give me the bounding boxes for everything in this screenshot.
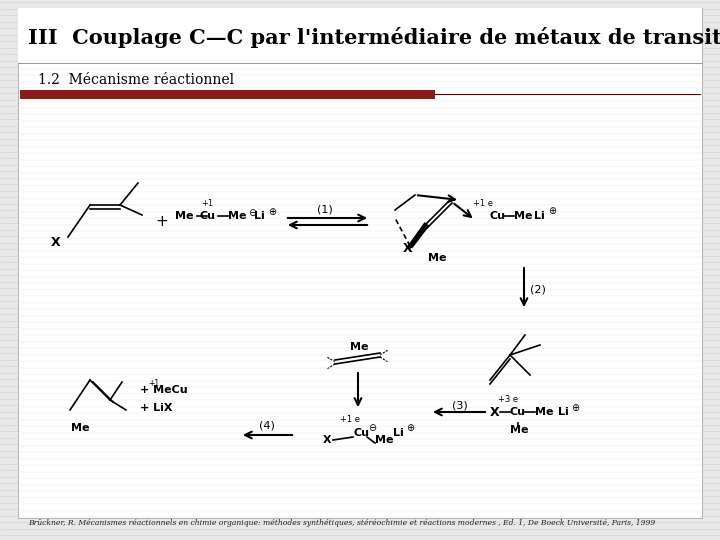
Text: III  Couplage C—C par l'intermédiaire de métaux de transition: III Couplage C—C par l'intermédiaire de … [28,28,720,49]
Text: Me: Me [428,253,446,263]
Text: (3): (3) [452,400,468,410]
Text: ⊖: ⊖ [248,208,256,218]
Text: Me: Me [535,407,554,417]
Text: 1.2  Mécanisme réactionnel: 1.2 Mécanisme réactionnel [38,73,234,87]
Text: + MeCu: + MeCu [140,385,188,395]
Text: +: + [156,214,168,230]
Bar [20,90,435,99]
Text: ⊕: ⊕ [268,207,276,217]
Text: Me: Me [175,211,194,221]
Text: + LiX: + LiX [140,403,173,413]
Text: Me: Me [350,342,369,352]
Text: Me: Me [510,425,528,435]
Text: X: X [490,406,500,419]
Text: Li: Li [534,211,545,221]
Text: Me: Me [228,211,246,221]
Text: Cu: Cu [510,407,526,417]
Text: +1: +1 [201,199,213,208]
Text: Li: Li [254,211,265,221]
Text: ⊕: ⊕ [548,206,556,216]
Text: (4): (4) [259,420,275,430]
Text: X: X [51,237,60,249]
Text: +3 e: +3 e [498,395,518,404]
Text: +1 e: +1 e [473,199,493,208]
Text: +1: +1 [148,380,159,388]
Text: Brückner, R. Mécanismes réactionnels en chimie organique: méthodes synthétiques,: Brückner, R. Mécanismes réactionnels en … [28,519,655,527]
Text: Li: Li [558,407,569,417]
Text: Cu: Cu [199,211,215,221]
Text: +1 e: +1 e [340,415,360,424]
Text: X: X [403,241,413,254]
Text: ⊖: ⊖ [368,423,376,433]
Text: (2): (2) [530,285,546,295]
Text: Me: Me [375,435,394,445]
Text: Me: Me [71,423,89,433]
Text: ⊕: ⊕ [571,403,579,413]
Text: ⊕: ⊕ [406,423,414,433]
Text: X: X [323,435,332,445]
Bar [18,8,702,63]
Text: Cu: Cu [490,211,506,221]
Text: (1): (1) [317,205,333,215]
Text: Cu: Cu [353,428,369,438]
Text: Me: Me [514,211,533,221]
Text: Li: Li [393,428,404,438]
